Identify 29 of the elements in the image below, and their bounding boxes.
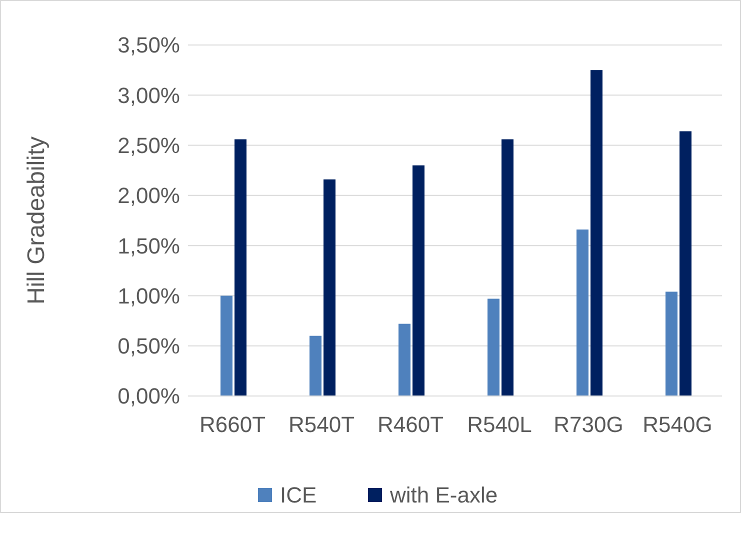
y-tick-label: 2,50%: [118, 132, 180, 158]
bar: [234, 139, 246, 396]
bar: [666, 292, 678, 396]
y-axis-title: Hill Gradeability: [23, 136, 50, 305]
bar: [488, 298, 500, 396]
y-tick-label: 0,50%: [118, 334, 180, 359]
bar: [680, 131, 692, 396]
x-tick-label: R660T: [199, 412, 266, 437]
bar: [576, 230, 588, 396]
x-tick-label: R540L: [467, 412, 532, 437]
y-tick-label: 2,00%: [118, 183, 180, 208]
x-tick-label: R540T: [288, 412, 355, 437]
bar: [502, 139, 514, 396]
bar: [324, 179, 336, 396]
bar: [590, 70, 602, 396]
x-tick-label: R460T: [377, 412, 444, 437]
y-tick-label: 0,00%: [118, 384, 180, 409]
bar: [398, 324, 410, 396]
legend-label: ICE: [280, 482, 317, 508]
y-tick-label: 1,00%: [118, 283, 180, 308]
y-tick-label: 3,00%: [118, 82, 180, 108]
y-tick-label: 1,50%: [118, 233, 180, 258]
bar: [220, 296, 232, 396]
y-tick-label: 3,50%: [118, 32, 180, 58]
x-tick-label: R730G: [554, 412, 624, 437]
bar: [310, 336, 322, 396]
legend-label: with E-axle: [389, 482, 498, 508]
x-tick-label: R540G: [642, 412, 712, 437]
bar: [412, 165, 424, 396]
